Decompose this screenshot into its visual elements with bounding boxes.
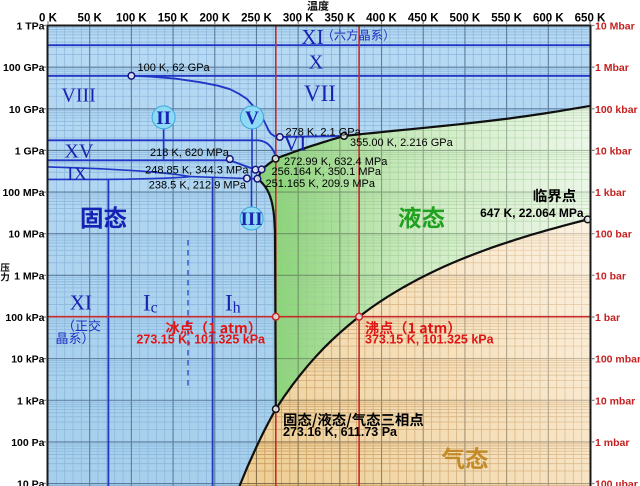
svg-text:100 K: 100 K — [116, 13, 147, 25]
svg-text:V: V — [245, 108, 259, 129]
svg-text:200 K: 200 K — [199, 13, 230, 25]
svg-text:278 K, 2.1 GPa: 278 K, 2.1 GPa — [286, 127, 362, 139]
svg-text:X: X — [309, 52, 324, 74]
svg-text:650 K: 650 K — [575, 13, 606, 25]
svg-text:10 bar: 10 bar — [595, 270, 626, 282]
svg-text:100 mbar: 100 mbar — [595, 354, 640, 366]
svg-text:50 K: 50 K — [78, 13, 103, 25]
svg-text:10 kbar: 10 kbar — [595, 145, 632, 157]
svg-text:100 K, 62 GPa: 100 K, 62 GPa — [138, 62, 211, 74]
svg-text:VI: VI — [283, 131, 306, 156]
svg-text:1 GPa: 1 GPa — [15, 145, 45, 157]
svg-text:248.85 K, 344.3 MPa: 248.85 K, 344.3 MPa — [145, 165, 249, 177]
svg-text:1 kbar: 1 kbar — [595, 187, 626, 199]
svg-text:IX: IX — [67, 164, 87, 185]
svg-text:256.164 K, 350.1 MPa: 256.164 K, 350.1 MPa — [272, 166, 382, 178]
svg-text:10 mbar: 10 mbar — [595, 395, 635, 407]
svg-text:10 Pa: 10 Pa — [17, 479, 45, 486]
svg-text:400 K: 400 K — [366, 13, 397, 25]
svg-text:1 mbar: 1 mbar — [595, 437, 629, 449]
svg-text:II: II — [156, 108, 171, 129]
svg-text:XV: XV — [65, 141, 94, 163]
svg-text:1 MPa: 1 MPa — [14, 270, 45, 282]
svg-text:10 GPa: 10 GPa — [9, 104, 45, 116]
svg-text:XI: XI — [70, 291, 92, 315]
svg-text:III: III — [241, 209, 263, 230]
svg-text:251.165 K, 209.9 MPa: 251.165 K, 209.9 MPa — [266, 178, 376, 190]
svg-text:1 kPa: 1 kPa — [17, 395, 45, 407]
svg-text:273.16 K, 611.73 Pa: 273.16 K, 611.73 Pa — [283, 425, 398, 439]
svg-text:272.99 K, 632.4 MPa: 272.99 K, 632.4 MPa — [284, 156, 388, 168]
svg-text:100 kbar: 100 kbar — [595, 104, 638, 116]
svg-text:500 K: 500 K — [450, 13, 481, 25]
svg-text:10 Mbar: 10 Mbar — [595, 21, 635, 33]
svg-text:250 K: 250 K — [241, 13, 272, 25]
svg-text:10 kPa: 10 kPa — [11, 354, 44, 366]
svg-text:300 K: 300 K — [283, 13, 314, 25]
svg-text:273.15 K, 101.325 kPa: 273.15 K, 101.325 kPa — [136, 333, 266, 347]
svg-text:150 K: 150 K — [158, 13, 189, 25]
svg-text:VII: VII — [304, 81, 336, 106]
svg-text:VIII: VIII — [61, 85, 95, 107]
svg-text:1 Mbar: 1 Mbar — [595, 62, 629, 74]
svg-text:100 Pa: 100 Pa — [11, 437, 44, 449]
svg-text:100 µbar: 100 µbar — [595, 479, 638, 486]
svg-text:218 K, 620 MPa: 218 K, 620 MPa — [150, 147, 230, 159]
svg-text:550 K: 550 K — [491, 13, 522, 25]
svg-text:373.15 K, 101.325 kPa: 373.15 K, 101.325 kPa — [365, 333, 495, 347]
svg-text:100 GPa: 100 GPa — [3, 62, 45, 74]
svg-text:0 K: 0 K — [39, 13, 58, 25]
svg-text:100 kPa: 100 kPa — [5, 312, 44, 324]
svg-text:350 K: 350 K — [324, 13, 355, 25]
svg-text:1 bar: 1 bar — [595, 312, 620, 324]
svg-text:1 TPa: 1 TPa — [16, 21, 44, 33]
svg-text:355.00 K, 2.216 GPa: 355.00 K, 2.216 GPa — [350, 137, 454, 149]
svg-text:100 bar: 100 bar — [595, 229, 632, 241]
svg-text:647 K, 22.064 MPa: 647 K, 22.064 MPa — [480, 206, 584, 220]
svg-text:100 MPa: 100 MPa — [2, 187, 44, 199]
svg-text:XI: XI — [301, 25, 323, 49]
svg-text:238.5 K, 212.9 MPa: 238.5 K, 212.9 MPa — [149, 180, 247, 192]
svg-text:600 K: 600 K — [533, 13, 564, 25]
svg-text:10 MPa: 10 MPa — [8, 229, 44, 241]
svg-text:450 K: 450 K — [408, 13, 439, 25]
